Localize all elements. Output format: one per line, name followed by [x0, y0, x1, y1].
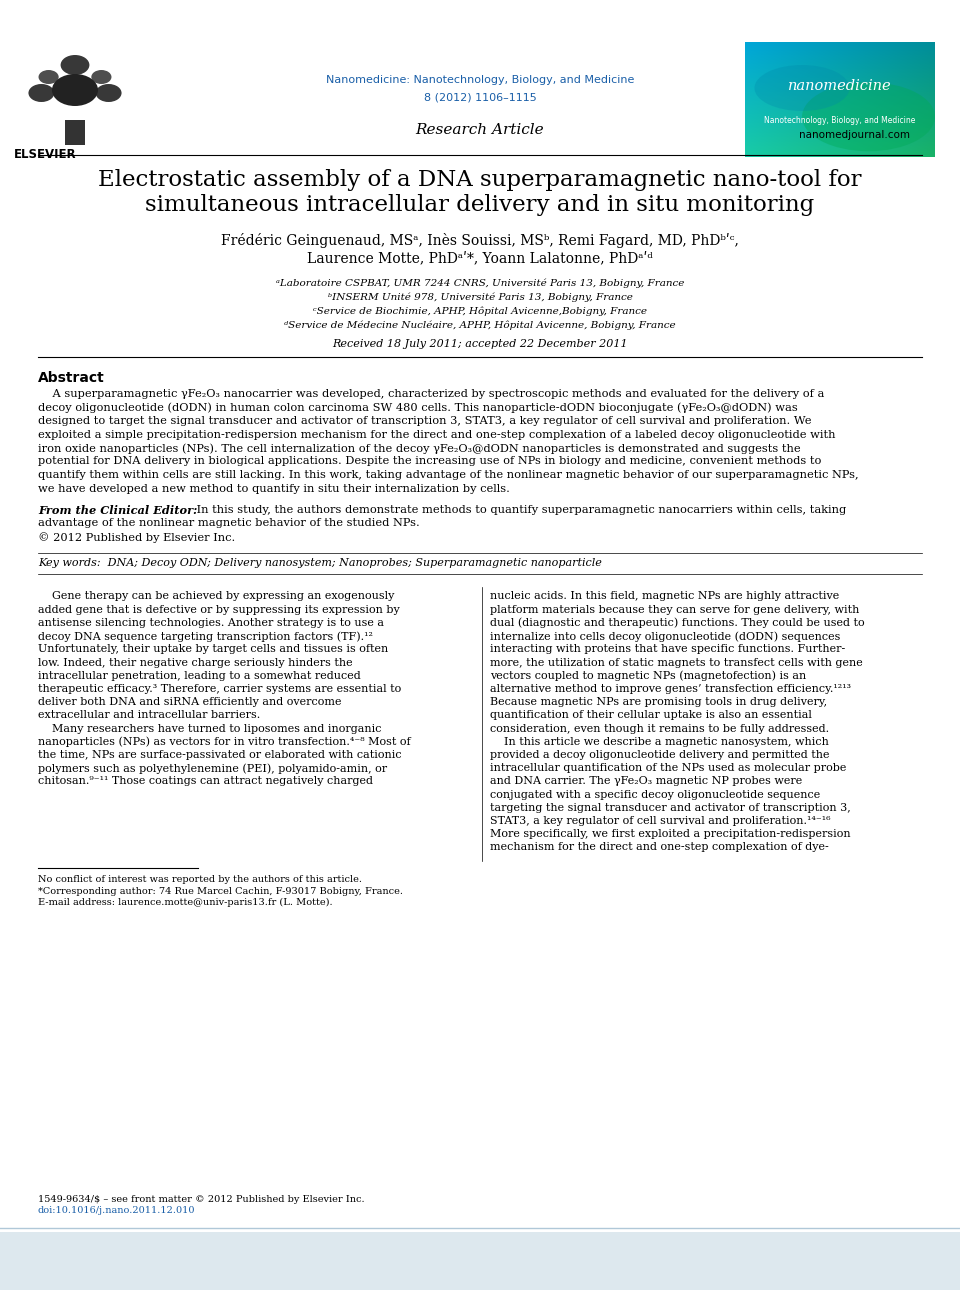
Text: © 2012 Published by Elsevier Inc.: © 2012 Published by Elsevier Inc.: [38, 531, 235, 543]
Text: designed to target the signal transducer and activator of transcription 3, STAT3: designed to target the signal transducer…: [38, 415, 811, 426]
Text: Electrostatic assembly of a DNA superparamagnetic nano-tool for: Electrostatic assembly of a DNA superpar…: [98, 169, 862, 191]
Text: simultaneous intracellular delivery and in situ monitoring: simultaneous intracellular delivery and …: [145, 194, 815, 215]
Text: Laurence Motte, PhDᵃʹ*, Yoann Lalatonne, PhDᵃʹᵈ: Laurence Motte, PhDᵃʹ*, Yoann Lalatonne,…: [307, 252, 653, 264]
Text: decoy oligonucleotide (dODN) in human colon carcinoma SW 480 cells. This nanopar: decoy oligonucleotide (dODN) in human co…: [38, 402, 798, 413]
Text: ᵈService de Médecine Nucléaire, APHP, Hôpital Avicenne, Bobigny, France: ᵈService de Médecine Nucléaire, APHP, Hô…: [284, 320, 676, 330]
Text: antisense silencing technologies. Another strategy is to use a: antisense silencing technologies. Anothe…: [38, 618, 384, 628]
Text: interacting with proteins that have specific functions. Further-: interacting with proteins that have spec…: [490, 644, 845, 654]
Text: chitosan.⁹⁻¹¹ Those coatings can attract negatively charged: chitosan.⁹⁻¹¹ Those coatings can attract…: [38, 777, 373, 787]
Text: ᵃLaboratoire CSPBAT, UMR 7244 CNRS, Université Paris 13, Bobigny, France: ᵃLaboratoire CSPBAT, UMR 7244 CNRS, Univ…: [276, 279, 684, 288]
Text: added gene that is defective or by suppressing its expression by: added gene that is defective or by suppr…: [38, 605, 399, 615]
Text: 1549-9634/$ – see front matter © 2012 Published by Elsevier Inc.: 1549-9634/$ – see front matter © 2012 Pu…: [38, 1195, 365, 1204]
Text: quantify them within cells are still lacking. In this work, taking advantage of : quantify them within cells are still lac…: [38, 470, 858, 480]
Text: nanoparticles (NPs) as vectors for in vitro transfection.⁴⁻⁸ Most of: nanoparticles (NPs) as vectors for in vi…: [38, 737, 411, 747]
Text: ᵇINSERM Unité 978, Université Paris 13, Bobigny, France: ᵇINSERM Unité 978, Université Paris 13, …: [327, 293, 633, 302]
Text: internalize into cells decoy oligonucleotide (dODN) sequences: internalize into cells decoy oligonucleo…: [490, 631, 840, 641]
Text: and DNA carrier. The γFe₂O₃ magnetic NP probes were: and DNA carrier. The γFe₂O₃ magnetic NP …: [490, 777, 803, 787]
Text: decoy DNA sequence targeting transcription factors (TF).¹²: decoy DNA sequence targeting transcripti…: [38, 631, 373, 641]
Text: Research Article: Research Article: [416, 123, 544, 137]
Text: intracellular quantification of the NPs used as molecular probe: intracellular quantification of the NPs …: [490, 764, 847, 773]
Text: Key words:  DNA; Decoy ODN; Delivery nanosystem; Nanoprobes; Superparamagnetic n: Key words: DNA; Decoy ODN; Delivery nano…: [38, 559, 602, 569]
Text: Gene therapy can be achieved by expressing an exogenously: Gene therapy can be achieved by expressi…: [38, 592, 395, 601]
Text: No conflict of interest was reported by the authors of this article.: No conflict of interest was reported by …: [38, 876, 362, 885]
Text: A superparamagnetic γFe₂O₃ nanocarrier was developed, characterized by spectrosc: A superparamagnetic γFe₂O₃ nanocarrier w…: [38, 390, 825, 399]
Text: exploited a simple precipitation-redispersion mechanism for the direct and one-s: exploited a simple precipitation-redispe…: [38, 430, 835, 440]
Text: extracellular and intracellular barriers.: extracellular and intracellular barriers…: [38, 711, 260, 720]
Text: we have developed a new method to quantify in situ their internalization by cell: we have developed a new method to quanti…: [38, 484, 510, 494]
Text: ELSEVIER: ELSEVIER: [13, 148, 76, 161]
Ellipse shape: [38, 70, 59, 84]
Text: targeting the signal transducer and activator of transcription 3,: targeting the signal transducer and acti…: [490, 802, 851, 813]
Text: More specifically, we first exploited a precipitation-redispersion: More specifically, we first exploited a …: [490, 829, 851, 838]
Text: deliver both DNA and siRNA efficiently and overcome: deliver both DNA and siRNA efficiently a…: [38, 697, 342, 707]
Text: potential for DNA delivery in biological applications. Despite the increasing us: potential for DNA delivery in biological…: [38, 457, 822, 467]
Text: iron oxide nanoparticles (NPs). The cell internalization of the decoy γFe₂O₃@dOD: iron oxide nanoparticles (NPs). The cell…: [38, 442, 801, 454]
Text: Nanotechnology, Biology, and Medicine: Nanotechnology, Biology, and Medicine: [764, 116, 916, 125]
Text: intracellular penetration, leading to a somewhat reduced: intracellular penetration, leading to a …: [38, 671, 361, 681]
Text: platform materials because they can serve for gene delivery, with: platform materials because they can serv…: [490, 605, 859, 615]
Text: doi:10.1016/j.nano.2011.12.010: doi:10.1016/j.nano.2011.12.010: [38, 1206, 196, 1215]
Text: alternative method to improve genes’ transfection efficiency.¹²¹³: alternative method to improve genes’ tra…: [490, 684, 852, 694]
Text: Please cite this article as: F. Geinguenaud, I. Souissi, R. Fagard, L. Motte, Y.: Please cite this article as: F. Geinguen…: [38, 1238, 800, 1247]
Text: more, the utilization of static magnets to transfect cells with gene: more, the utilization of static magnets …: [490, 658, 863, 667]
Ellipse shape: [52, 74, 98, 106]
Ellipse shape: [29, 84, 55, 102]
Ellipse shape: [96, 84, 122, 102]
Text: In this study, the authors demonstrate methods to quantify superparamagnetic nan: In this study, the authors demonstrate m…: [193, 504, 847, 515]
Text: the time, NPs are surface-passivated or elaborated with cationic: the time, NPs are surface-passivated or …: [38, 749, 401, 760]
Text: ᶜService de Biochimie, APHP, Hôpital Avicenne,Bobigny, France: ᶜService de Biochimie, APHP, Hôpital Avi…: [313, 306, 647, 316]
Text: nanomedjournal.com: nanomedjournal.com: [799, 130, 910, 141]
Text: STAT3, a key regulator of cell survival and proliferation.¹⁴⁻¹⁶: STAT3, a key regulator of cell survival …: [490, 815, 830, 826]
Text: From the Clinical Editor:: From the Clinical Editor:: [38, 504, 198, 516]
Text: low. Indeed, their negative charge seriously hinders the: low. Indeed, their negative charge serio…: [38, 658, 352, 667]
Text: simultaneous intracellular delivery and in situ monitoring. Nanomedicine: NBM 20: simultaneous intracellular delivery and …: [38, 1250, 691, 1259]
Text: therapeutic efficacy.³ Therefore, carrier systems are essential to: therapeutic efficacy.³ Therefore, carrie…: [38, 684, 401, 694]
Text: Many researchers have turned to liposomes and inorganic: Many researchers have turned to liposome…: [38, 724, 381, 734]
Bar: [0, 1232, 960, 1290]
Text: polymers such as polyethylenemine (PEI), polyamido-amin, or: polymers such as polyethylenemine (PEI),…: [38, 764, 387, 774]
Text: Frédéric Geinguenaud, MSᵃ, Inès Souissi, MSᵇ, Remi Fagard, MD, PhDᵇʹᶜ,: Frédéric Geinguenaud, MSᵃ, Inès Souissi,…: [221, 232, 739, 248]
Text: In this article we describe a magnetic nanosystem, which: In this article we describe a magnetic n…: [490, 737, 828, 747]
Text: Nanomedicine: Nanotechnology, Biology, and Medicine: Nanomedicine: Nanotechnology, Biology, a…: [325, 75, 635, 85]
Bar: [65, 120, 84, 144]
Text: E-mail address: laurence.motte@univ-paris13.fr (L. Motte).: E-mail address: laurence.motte@univ-pari…: [38, 898, 332, 907]
Ellipse shape: [60, 55, 89, 75]
Text: consideration, even though it remains to be fully addressed.: consideration, even though it remains to…: [490, 724, 829, 734]
Text: provided a decoy oligonucleotide delivery and permitted the: provided a decoy oligonucleotide deliver…: [490, 749, 829, 760]
Ellipse shape: [802, 83, 935, 151]
Ellipse shape: [755, 64, 850, 111]
Text: 8 (2012) 1106–1115: 8 (2012) 1106–1115: [423, 92, 537, 102]
Text: quantification of their cellular uptake is also an essential: quantification of their cellular uptake …: [490, 711, 812, 720]
Text: BASIC SCIENCE: BASIC SCIENCE: [375, 59, 458, 70]
Text: nucleic acids. In this field, magnetic NPs are highly attractive: nucleic acids. In this field, magnetic N…: [490, 592, 839, 601]
Text: Received 18 July 2011; accepted 22 December 2011: Received 18 July 2011; accepted 22 Decem…: [332, 339, 628, 350]
Text: Abstract: Abstract: [38, 372, 105, 384]
Text: Unfortunately, their uptake by target cells and tissues is often: Unfortunately, their uptake by target ce…: [38, 644, 388, 654]
Text: conjugated with a specific decoy oligonucleotide sequence: conjugated with a specific decoy oligonu…: [490, 789, 820, 800]
Text: mechanism for the direct and one-step complexation of dye-: mechanism for the direct and one-step co…: [490, 842, 828, 853]
Text: nanomedicine: nanomedicine: [788, 79, 892, 93]
Text: *Corresponding author: 74 Rue Marcel Cachin, F-93017 Bobigny, France.: *Corresponding author: 74 Rue Marcel Cac…: [38, 886, 403, 895]
Text: Because magnetic NPs are promising tools in drug delivery,: Because magnetic NPs are promising tools…: [490, 697, 828, 707]
Ellipse shape: [91, 70, 111, 84]
Text: advantage of the nonlinear magnetic behavior of the studied NPs.: advantage of the nonlinear magnetic beha…: [38, 519, 420, 529]
Text: vectors coupled to magnetic NPs (magnetofection) is an: vectors coupled to magnetic NPs (magneto…: [490, 671, 806, 681]
Text: dual (diagnostic and therapeutic) functions. They could be used to: dual (diagnostic and therapeutic) functi…: [490, 618, 865, 628]
